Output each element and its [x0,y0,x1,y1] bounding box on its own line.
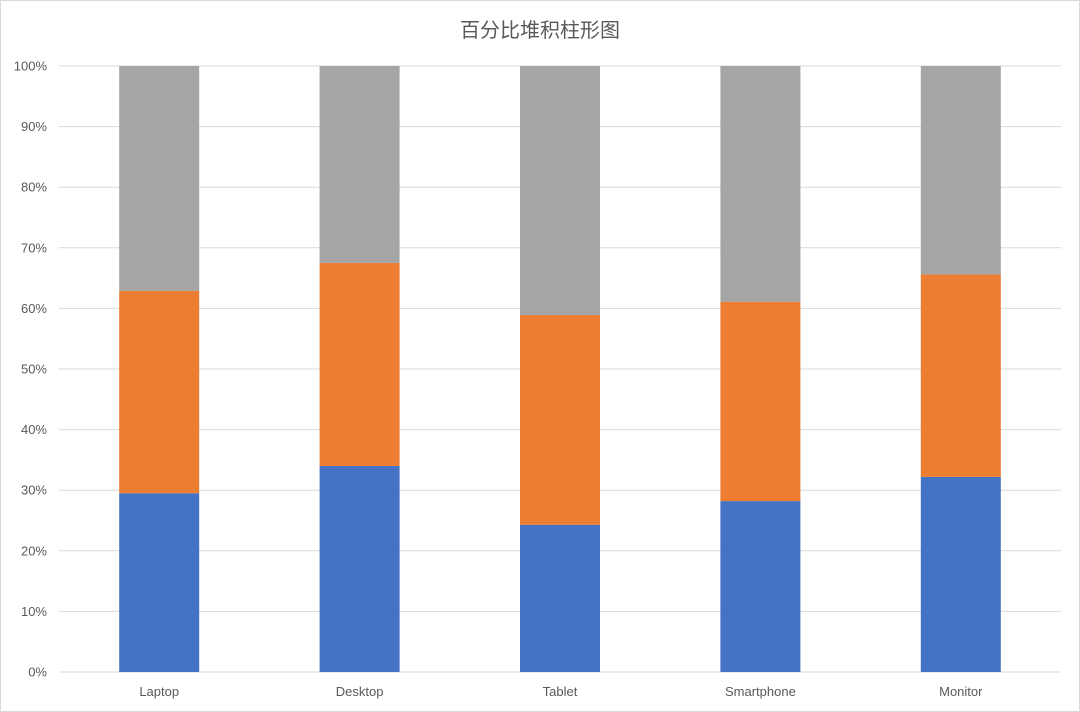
bar-segment-desktop-series-1 [319,465,400,672]
y-tick-label: 70% [21,240,47,255]
y-tick-label: 20% [21,543,47,558]
bar-segment-tablet-series-1 [520,524,600,672]
bar-segment-tablet-series-2 [520,315,600,525]
chart-title: 百分比堆积柱形图 [460,18,620,42]
x-tick-label: Desktop [336,684,384,699]
x-axis-labels: Laptop Desktop Tablet Smartphone Monitor [139,684,983,699]
bar-segment-desktop-series-2 [319,262,400,466]
x-tick-label: Monitor [939,684,983,699]
bar-segment-smartphone-series-3 [720,66,801,302]
bar-segment-laptop-series-1 [119,493,200,672]
y-tick-label: 50% [21,362,47,377]
y-tick-label: 60% [21,301,47,316]
x-tick-label: Smartphone [725,684,796,699]
bar-segment-monitor-series-1 [920,476,1001,672]
y-tick-label: 10% [21,604,47,619]
x-tick-label: Laptop [139,684,179,699]
y-tick-label: 80% [21,180,47,195]
bar-segment-laptop-series-3 [119,66,200,291]
bar-segment-laptop-series-2 [119,290,200,494]
bar-segment-smartphone-series-1 [720,501,801,672]
y-tick-label: 0% [28,665,47,680]
y-tick-label: 40% [21,422,47,437]
x-tick-label: Tablet [543,684,578,699]
bar-segment-smartphone-series-2 [720,301,801,502]
y-tick-label: 90% [21,119,47,134]
bar-segment-tablet-series-3 [520,66,600,316]
y-axis-labels: 0% 10% 20% 30% 40% 50% 60% 70% 80% 90% 100% [14,59,48,680]
y-tick-label: 100% [14,59,48,74]
y-tick-label: 30% [21,483,47,498]
bar-segment-monitor-series-2 [920,274,1001,477]
bar-segment-monitor-series-3 [920,66,1001,275]
bar-segment-desktop-series-3 [319,66,400,263]
bars [119,66,1001,672]
